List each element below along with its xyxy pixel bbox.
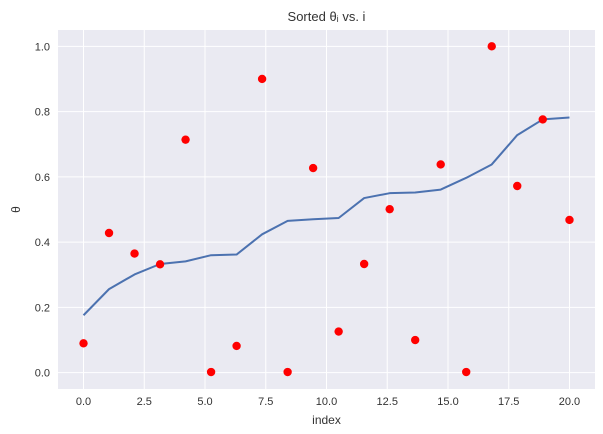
y-tick-label: 0.6 — [35, 172, 50, 184]
x-tick-labels: 0.0 2.5 5.0 7.5 10.0 12.5 15.0 17.5 20.0 — [76, 396, 580, 408]
x-tick-label: 17.5 — [498, 396, 519, 408]
series-line-layer — [82, 116, 570, 316]
theta-point — [232, 341, 241, 351]
theta-point — [565, 215, 574, 225]
y-tick-label: 0.8 — [35, 107, 50, 119]
y-tick-label: 0.4 — [35, 237, 50, 249]
x-tick-label: 7.5 — [258, 396, 273, 408]
x-tick-label: 20.0 — [559, 396, 580, 408]
chart-title: Sorted θᵢ vs. i — [288, 9, 366, 24]
y-tick-label: 0.0 — [35, 368, 50, 380]
theta-point — [538, 115, 547, 124]
x-tick-label: 15.0 — [437, 396, 458, 408]
theta-point — [155, 260, 165, 269]
theta-point — [79, 339, 88, 348]
theta-point — [206, 367, 216, 377]
x-tick-label: 2.5 — [137, 396, 152, 408]
y-tick-labels: 0.0 0.2 0.4 0.6 0.8 1.0 — [35, 41, 50, 379]
y-axis-label: θ — [9, 206, 23, 213]
theta-point — [257, 74, 267, 84]
grid-lines — [58, 30, 595, 389]
theta-point — [359, 259, 369, 269]
x-tick-label: 12.5 — [377, 396, 398, 408]
theta-point — [308, 163, 318, 173]
y-tick-label: 0.2 — [35, 302, 50, 314]
theta-point — [410, 335, 420, 345]
theta-point — [385, 204, 394, 214]
theta-point — [181, 135, 190, 144]
series-points-layer — [79, 42, 574, 377]
x-axis-label: index — [312, 413, 341, 427]
theta-point — [104, 228, 114, 238]
theta-point — [283, 367, 292, 377]
sorted-theta-line — [82, 116, 570, 316]
x-tick-label: 5.0 — [197, 396, 212, 408]
theta-point — [436, 160, 445, 169]
x-tick-label: 0.0 — [76, 396, 91, 408]
theta-point — [487, 42, 496, 51]
theta-point — [334, 327, 343, 336]
theta-point — [130, 249, 139, 258]
theta-point — [462, 367, 471, 377]
theta-point — [513, 181, 522, 191]
y-tick-label: 1.0 — [35, 41, 50, 53]
x-tick-label: 10.0 — [316, 396, 337, 408]
